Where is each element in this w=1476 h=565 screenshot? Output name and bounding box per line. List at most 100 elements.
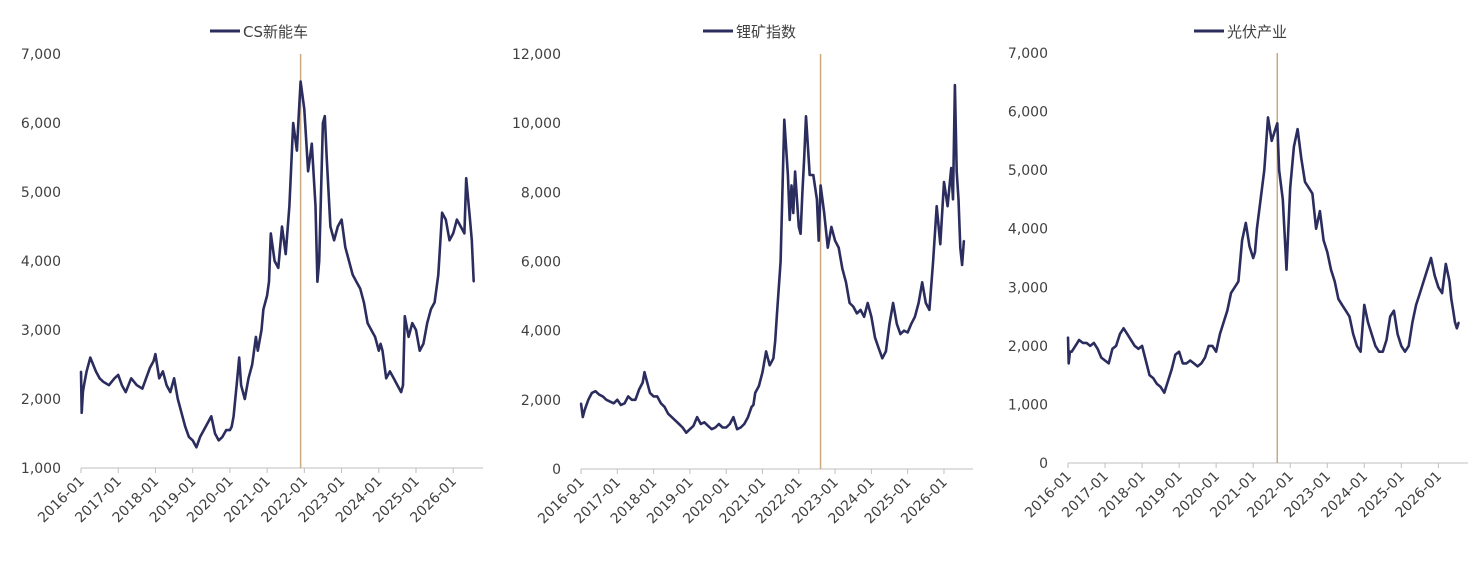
data-point	[165, 384, 168, 387]
data-point	[1185, 362, 1188, 365]
data-point	[1111, 347, 1114, 350]
data-point	[430, 308, 432, 311]
data-point	[396, 384, 399, 387]
data-point	[255, 336, 257, 338]
data-point	[797, 226, 800, 228]
data-point	[841, 267, 844, 270]
data-point	[389, 370, 391, 373]
data-point	[943, 181, 945, 183]
data-point	[230, 425, 233, 428]
data-point	[699, 423, 702, 425]
data-point	[963, 239, 965, 242]
data-point	[1081, 342, 1084, 344]
data-point	[736, 428, 738, 431]
data-point	[1148, 374, 1151, 376]
data-point	[1348, 315, 1351, 318]
legend-label: CS新能车	[243, 23, 308, 41]
data-point	[1315, 227, 1317, 230]
data-point	[935, 205, 938, 208]
series-line	[79, 80, 475, 449]
data-point	[240, 384, 243, 387]
data-point	[333, 239, 335, 242]
data-point	[403, 315, 406, 318]
y-tick-label: 4,000	[1008, 222, 1048, 238]
data-point	[472, 280, 475, 283]
data-point	[667, 412, 669, 415]
data-point	[351, 273, 354, 276]
data-point	[292, 122, 295, 124]
data-point	[1069, 350, 1071, 353]
data-point	[1344, 309, 1347, 312]
data-point	[783, 118, 786, 121]
data-point	[381, 349, 384, 352]
data-point	[1230, 292, 1232, 294]
data-point	[580, 402, 582, 405]
data-point	[1385, 339, 1388, 341]
series-line	[1066, 116, 1460, 395]
data-point	[1163, 391, 1166, 394]
data-point	[1433, 274, 1436, 277]
data-point	[1137, 347, 1140, 350]
data-point	[1074, 345, 1077, 347]
y-tick-label: 3,000	[21, 323, 61, 339]
data-point	[805, 115, 807, 118]
data-point	[1356, 345, 1358, 347]
data-point	[959, 246, 962, 249]
data-point	[823, 212, 826, 215]
data-point	[284, 253, 287, 256]
data-point	[1078, 339, 1080, 341]
data-point	[426, 322, 429, 324]
data-point	[1411, 321, 1414, 324]
data-point	[1289, 186, 1292, 189]
y-tick-label: 7,000	[1008, 46, 1048, 62]
data-point	[803, 156, 806, 159]
data-point	[145, 377, 148, 380]
data-point	[660, 402, 662, 405]
data-point	[82, 391, 84, 393]
data-point	[1293, 145, 1295, 148]
data-point	[792, 212, 795, 215]
data-point	[135, 384, 138, 387]
data-point	[1152, 377, 1155, 379]
data-point	[236, 377, 239, 380]
data-point	[750, 405, 753, 408]
data-point	[1067, 362, 1070, 365]
data-point	[299, 80, 302, 83]
data-point	[1300, 157, 1303, 160]
data-point	[325, 156, 328, 159]
data-point	[696, 416, 698, 418]
data-point	[422, 342, 425, 345]
data-point	[848, 302, 851, 304]
data-point	[374, 336, 376, 338]
data-point	[743, 423, 746, 425]
data-point	[355, 280, 358, 283]
data-point	[692, 424, 695, 427]
data-point	[725, 426, 728, 429]
data-point	[1107, 362, 1110, 365]
data-point	[336, 225, 339, 228]
data-point	[314, 204, 317, 207]
y-tick-label: 6,000	[521, 255, 561, 271]
data-point	[1404, 350, 1406, 353]
data-point	[418, 349, 421, 352]
data-point	[1333, 280, 1336, 283]
data-point	[768, 364, 771, 367]
data-point	[703, 421, 706, 424]
data-point	[98, 377, 101, 380]
data-point	[1450, 298, 1453, 300]
data-point	[130, 377, 133, 380]
data-point	[888, 322, 891, 325]
data-point	[415, 329, 417, 331]
data-point	[1174, 353, 1177, 356]
data-point	[470, 239, 473, 242]
data-point	[268, 280, 270, 283]
y-tick-label: 6,000	[21, 116, 61, 132]
y-tick-label: 7,000	[21, 47, 61, 63]
data-point	[1337, 298, 1340, 300]
data-point	[348, 260, 350, 262]
data-point	[1130, 339, 1132, 341]
data-point	[605, 398, 608, 401]
data-point	[917, 302, 920, 304]
data-point	[649, 392, 651, 394]
data-point	[1226, 309, 1229, 312]
